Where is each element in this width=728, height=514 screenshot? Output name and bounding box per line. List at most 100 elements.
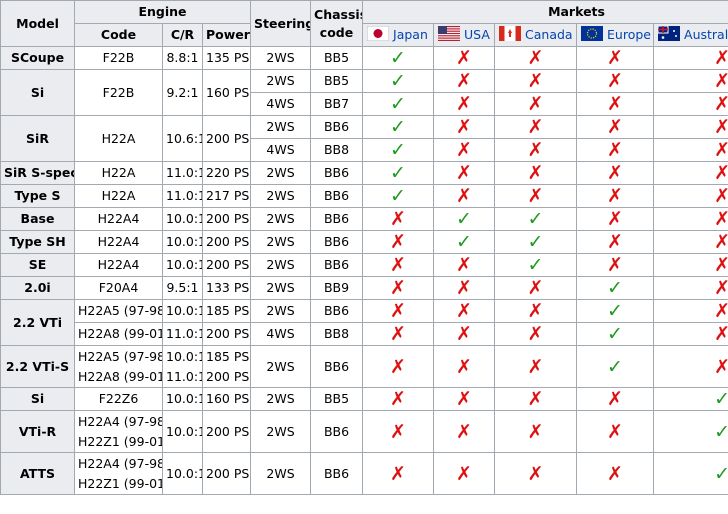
availability-mark: ✗ <box>576 253 655 277</box>
cell: BB8 <box>310 322 364 346</box>
availability-mark: ✗ <box>653 92 728 116</box>
cell-line: 10.0:1 <box>166 348 203 364</box>
country-link[interactable]: Canada <box>525 27 573 42</box>
country-link[interactable]: Japan <box>393 27 428 42</box>
cell: H22A8 (99-01) <box>74 322 163 346</box>
cell: 10.0:1 <box>162 452 203 495</box>
availability-mark: ✗ <box>433 345 496 388</box>
cell: Base <box>0 207 75 231</box>
cell: BB6 <box>310 410 364 453</box>
cell: 160 PS <box>201 69 252 116</box>
country-header[interactable]: Europe <box>576 23 655 47</box>
cell-line: 185 PS <box>206 348 250 364</box>
flag <box>366 25 390 42</box>
cell: 160 PS <box>201 387 252 411</box>
country-header[interactable]: Japan <box>362 23 435 47</box>
flag <box>499 26 522 41</box>
cell: H22A <box>74 161 163 185</box>
cell: 10.0:1 <box>162 410 203 453</box>
cell: 8.8:1 <box>162 46 203 70</box>
table-row: 2.2 VTi H22A5 (97-98) 10.0:1 185 PS 2WS BB6 ✗ ✗… <box>0 299 728 346</box>
cell: 217 PS <box>201 184 252 208</box>
availability-mark: ✗ <box>362 322 435 346</box>
availability-mark: ✗ <box>653 345 728 388</box>
country-link[interactable]: USA <box>464 27 490 42</box>
flag <box>438 26 461 41</box>
availability-mark: ✗ <box>653 322 728 346</box>
cell: BB6 <box>310 207 364 231</box>
availability-mark: ✗ <box>362 452 435 495</box>
country-link[interactable]: Europe <box>607 27 651 42</box>
cell: H22A4 <box>74 230 163 254</box>
cell: 2WS <box>250 299 312 323</box>
availability-mark: ✗ <box>653 299 728 323</box>
availability-mark: ✗ <box>433 452 496 495</box>
cell: 2WS <box>250 253 312 277</box>
availability-mark: ✗ <box>494 138 578 162</box>
header-cell: Code <box>74 23 163 47</box>
availability-mark: ✓ <box>576 276 655 300</box>
country-link[interactable]: Australia <box>684 27 728 42</box>
cell: H22A <box>74 184 163 208</box>
cell: H22A4 <box>74 253 163 277</box>
cell: 11.0:1 <box>162 322 203 346</box>
cell: BB6 <box>310 115 364 139</box>
header-cell: Model <box>0 0 75 47</box>
cell: SCoupe <box>0 46 75 70</box>
availability-mark: ✗ <box>494 115 578 139</box>
availability-mark: ✗ <box>494 387 578 411</box>
flag <box>657 25 681 41</box>
availability-mark: ✗ <box>494 452 578 495</box>
availability-mark: ✗ <box>362 299 435 323</box>
availability-mark: ✗ <box>433 46 496 70</box>
cell: BB6 <box>310 230 364 254</box>
availability-mark: ✗ <box>494 92 578 116</box>
cell: BB6 <box>310 184 364 208</box>
country-header[interactable]: Canada <box>494 23 578 47</box>
cell-line: H22Z1 (99-01) <box>78 475 163 491</box>
availability-mark: ✓ <box>433 207 496 231</box>
cell: H22A4 <box>74 207 163 231</box>
country-header[interactable]: USA <box>433 23 496 47</box>
availability-mark: ✓ <box>494 253 578 277</box>
cell: 9.5:1 <box>162 276 203 300</box>
availability-mark: ✗ <box>653 253 728 277</box>
availability-mark: ✓ <box>653 452 728 495</box>
availability-mark: ✗ <box>433 276 496 300</box>
cell: H22A <box>74 115 163 162</box>
cell: H22A4 (97-98) H22Z1 (99-01) <box>74 410 163 453</box>
cell-line: 11.0:1 <box>166 368 203 384</box>
cell: SE <box>0 253 75 277</box>
cell: F22B <box>74 69 163 116</box>
availability-mark: ✓ <box>576 299 655 323</box>
availability-mark: ✗ <box>433 161 496 185</box>
cell: 4WS <box>250 322 312 346</box>
availability-mark: ✗ <box>653 161 728 185</box>
availability-mark: ✗ <box>362 253 435 277</box>
availability-mark: ✓ <box>653 387 728 411</box>
cell: 2WS <box>250 46 312 70</box>
cell: 10.0:1 <box>162 387 203 411</box>
country-header[interactable]: Australia <box>653 23 728 47</box>
cell: 10.0:1 <box>162 299 203 323</box>
header-cell: Chassis code <box>310 0 364 47</box>
cell: Si <box>0 387 75 411</box>
cell: ATTS <box>0 452 75 495</box>
cell: 185 PS 200 PS <box>201 345 252 388</box>
cell: 9.2:1 <box>162 69 203 116</box>
cell: H22A5 (97-98) <box>74 299 163 323</box>
availability-mark: ✗ <box>433 138 496 162</box>
cell: BB5 <box>310 46 364 70</box>
cell: 200 PS <box>201 452 252 495</box>
availability-mark: ✗ <box>494 184 578 208</box>
cell: 10.0:1 <box>162 207 203 231</box>
cell-line: H22A5 (97-98) <box>78 348 163 364</box>
availability-mark: ✗ <box>576 92 655 116</box>
